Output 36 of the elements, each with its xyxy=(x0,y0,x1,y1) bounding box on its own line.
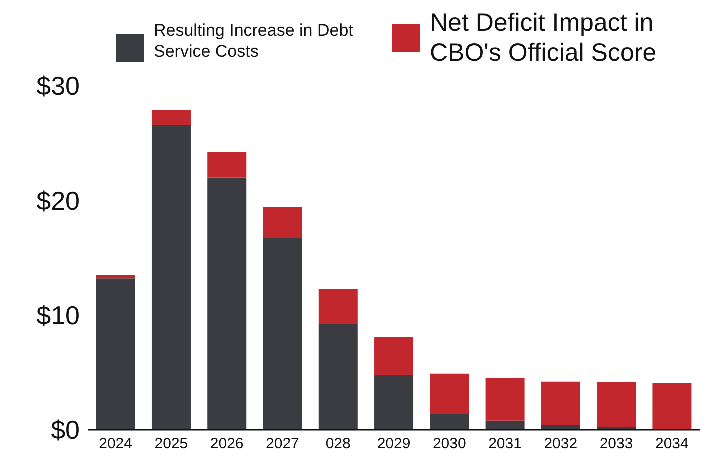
bar xyxy=(430,414,470,430)
bar xyxy=(96,278,136,430)
y-tick-label: $20 xyxy=(36,186,80,216)
bar xyxy=(541,382,580,426)
bar xyxy=(318,324,358,430)
bar xyxy=(374,337,414,375)
bar xyxy=(430,374,470,414)
bar xyxy=(263,208,302,239)
bar xyxy=(96,275,136,279)
y-tick-label: $0 xyxy=(51,415,80,446)
x-tick-label: 2032 xyxy=(544,436,578,453)
bar xyxy=(318,288,358,325)
bar xyxy=(486,378,525,421)
bar xyxy=(152,110,191,125)
x-tick-label: 2027 xyxy=(266,436,300,453)
y-tick-label: $30 xyxy=(36,71,80,102)
legend-label: Net Deficit Impact in CBO's Official Score xyxy=(430,8,658,68)
x-tick-label: 2025 xyxy=(154,436,188,453)
x-tick-label: 2029 xyxy=(377,436,411,453)
bar xyxy=(263,238,302,430)
x-tick-label: 028 xyxy=(326,436,351,453)
bar xyxy=(208,152,247,178)
legend-label: Resulting Increase in Debt Service Costs xyxy=(154,20,354,62)
x-tick-label: 2031 xyxy=(488,436,522,453)
bar xyxy=(374,374,414,430)
bar xyxy=(208,178,247,430)
bar xyxy=(152,124,191,430)
x-tick-label: 2026 xyxy=(210,436,244,453)
x-tick-label: 2034 xyxy=(655,436,689,453)
bar xyxy=(597,382,636,428)
x-tick-label: 2030 xyxy=(432,436,466,453)
bar xyxy=(486,420,525,430)
x-tick-label: 2033 xyxy=(600,436,634,453)
x-tick-label: 2024 xyxy=(99,436,133,453)
bar xyxy=(652,382,692,430)
y-tick-label: $10 xyxy=(36,300,80,331)
